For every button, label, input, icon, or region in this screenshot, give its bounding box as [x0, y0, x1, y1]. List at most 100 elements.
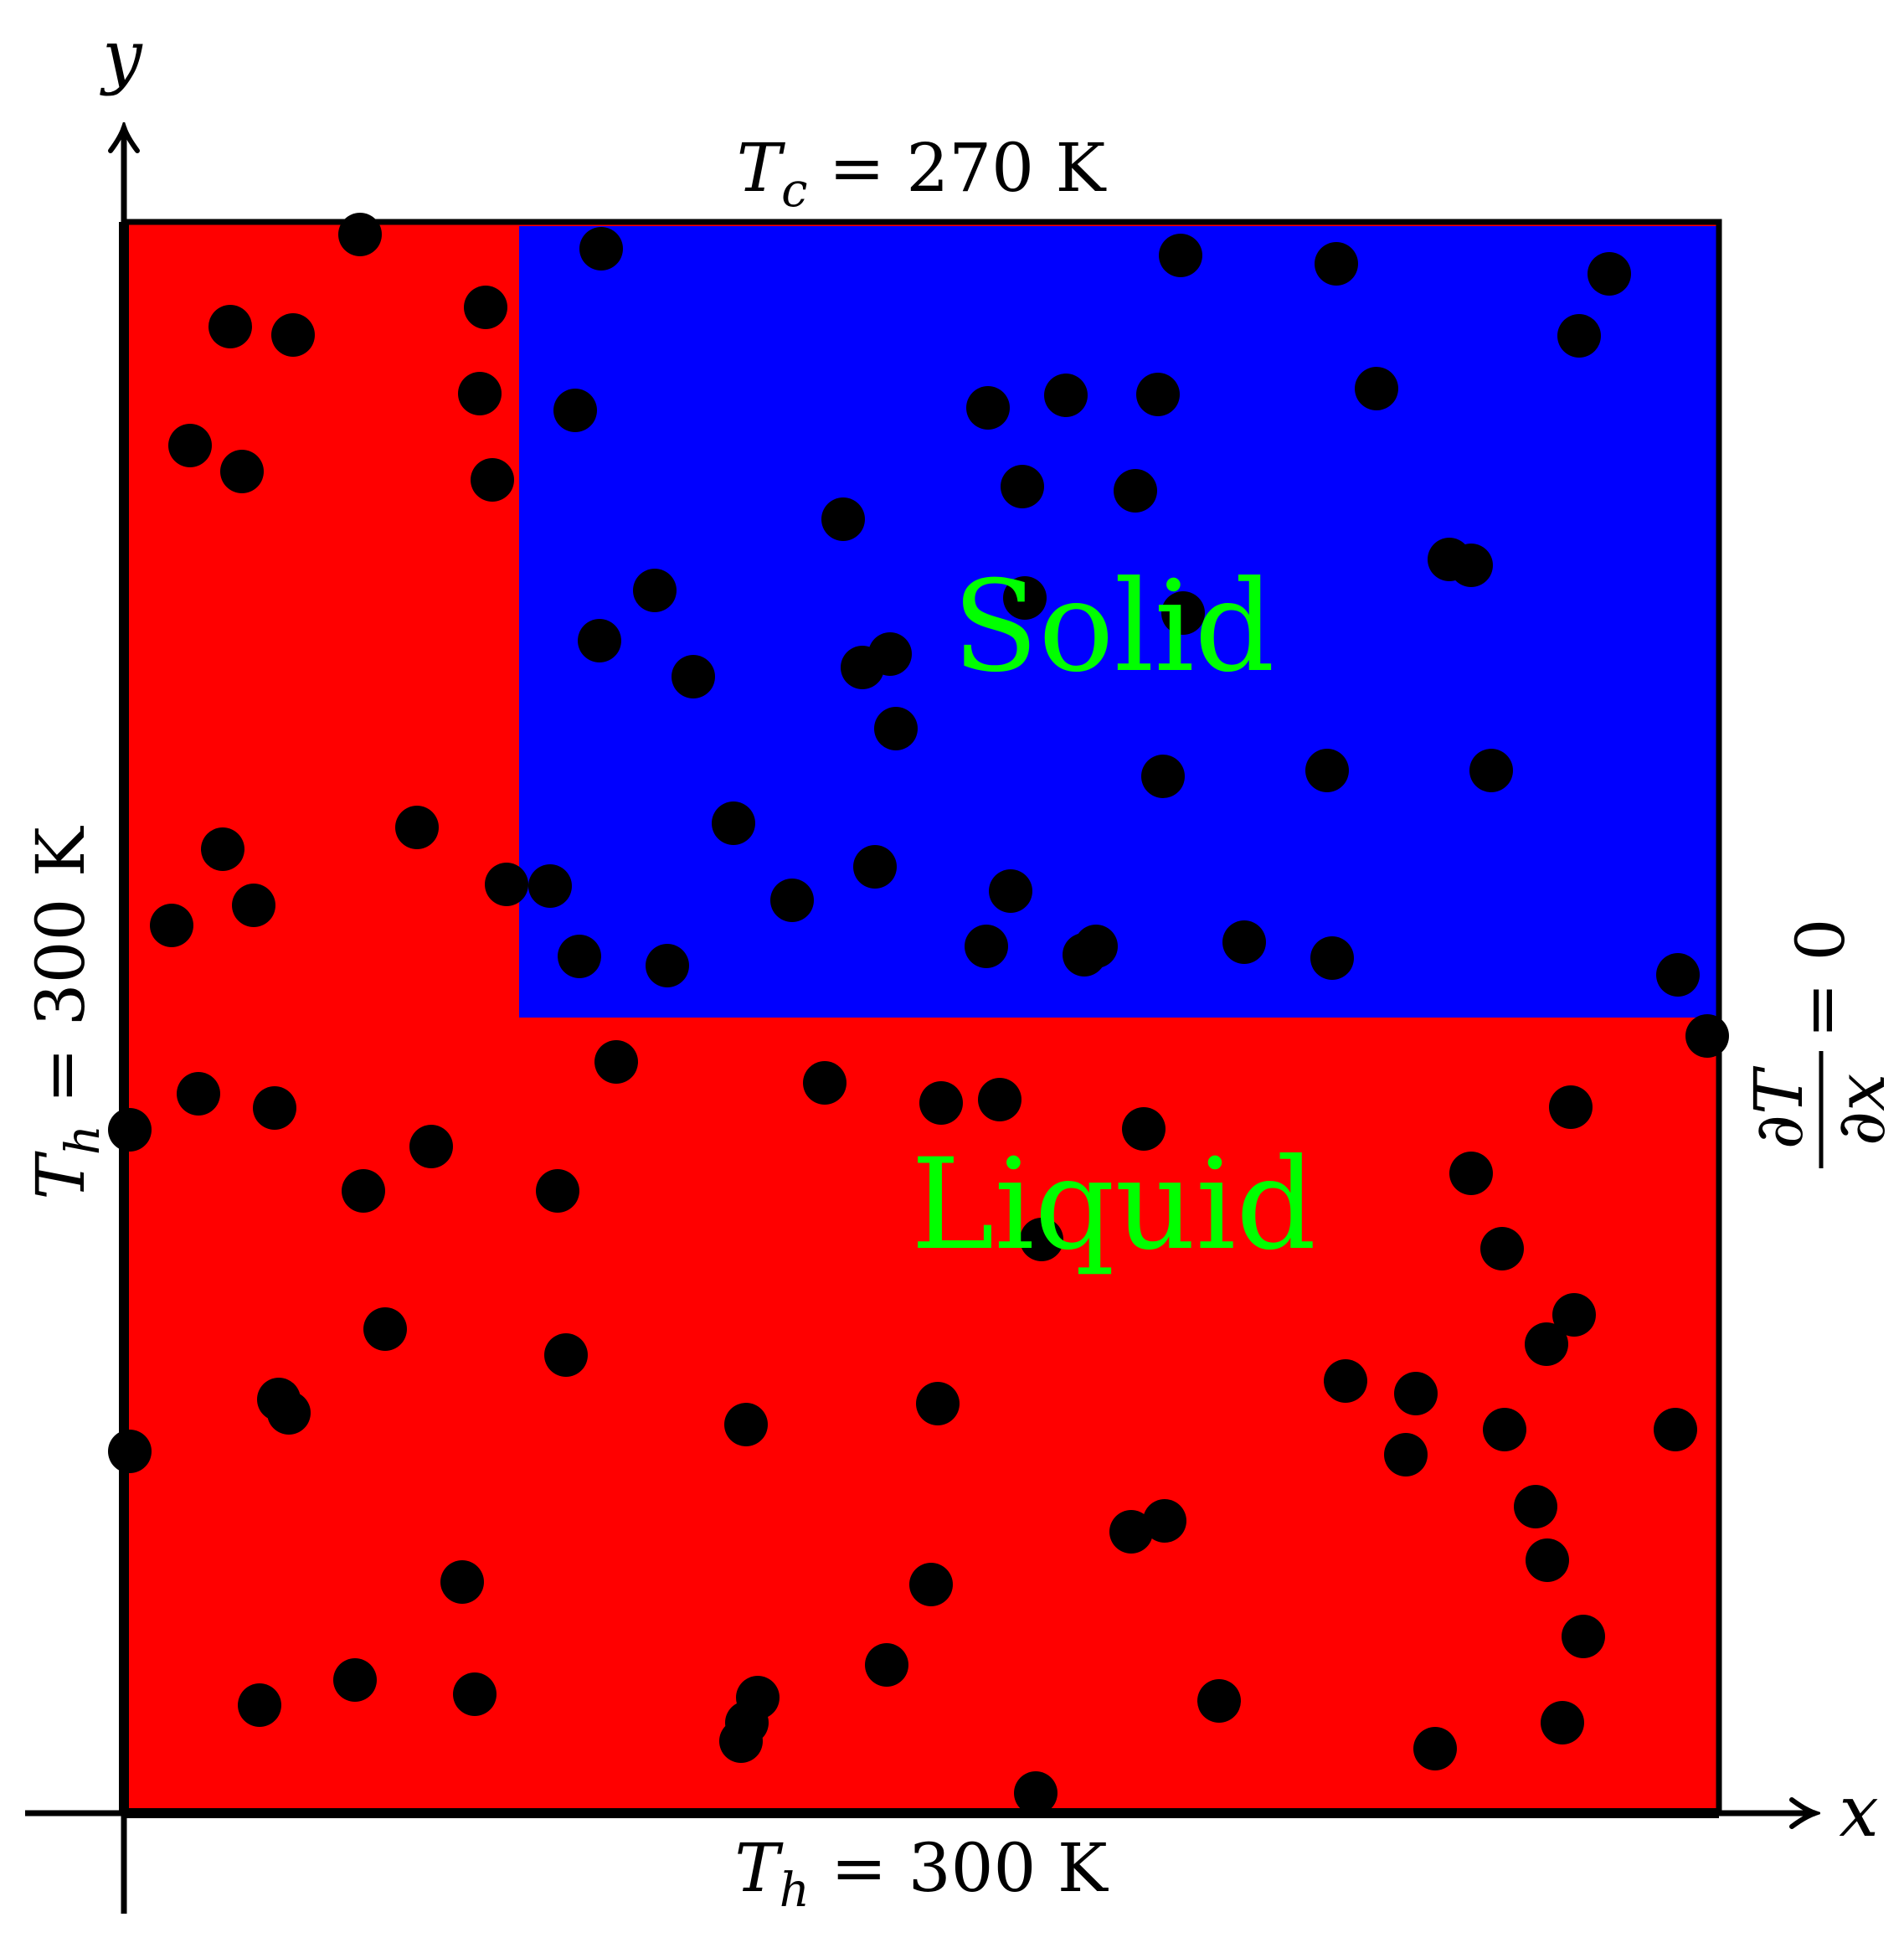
particle-56	[177, 1072, 220, 1116]
particle-6	[208, 305, 252, 348]
particle-86	[440, 1560, 484, 1604]
left-boundary-value: = 300 K	[22, 826, 100, 1125]
particle-64	[342, 1169, 385, 1213]
particle-52	[1656, 953, 1700, 997]
particle-1	[338, 213, 382, 256]
particle-74	[267, 1391, 311, 1435]
particle-89	[1562, 1615, 1605, 1658]
particle-49	[1074, 925, 1118, 968]
particle-27	[1003, 576, 1047, 620]
particle-99	[1413, 1727, 1457, 1770]
particle-32	[1141, 755, 1185, 798]
particle-68	[1020, 1218, 1063, 1261]
particle-19	[1001, 465, 1044, 508]
particle-43	[770, 879, 814, 922]
particle-70	[1525, 1322, 1568, 1366]
particle-37	[201, 827, 244, 871]
left-boundary-subscript: h	[56, 1125, 111, 1155]
particle-54	[594, 1040, 638, 1084]
particle-7	[271, 313, 315, 357]
particle-78	[1384, 1433, 1428, 1476]
particle-62	[108, 1108, 152, 1152]
particle-61	[1549, 1085, 1593, 1129]
particle-42	[853, 845, 897, 889]
particle-57	[253, 1086, 296, 1130]
particle-11	[553, 389, 597, 432]
solid-region-label: Solid	[952, 554, 1274, 700]
particle-44	[989, 869, 1032, 913]
particle-13	[1044, 374, 1088, 417]
x-axis-label: x	[1839, 1770, 1878, 1853]
particle-14	[1136, 373, 1180, 416]
particle-33	[1305, 749, 1349, 792]
particle-26	[672, 655, 715, 698]
particle-50	[1222, 920, 1266, 964]
top-boundary-value: = 270 K	[807, 129, 1106, 207]
particle-35	[712, 801, 755, 845]
particle-95	[719, 1719, 763, 1763]
particle-84	[1143, 1499, 1186, 1543]
particle-76	[1394, 1372, 1438, 1415]
particle-18	[471, 458, 514, 502]
particle-97	[1197, 1679, 1241, 1723]
bottom-boundary-symbol: T	[734, 1829, 784, 1907]
particle-60	[1122, 1107, 1166, 1151]
particle-47	[965, 925, 1008, 968]
particle-3	[1159, 234, 1202, 277]
particle-67	[1480, 1227, 1524, 1270]
left-boundary-symbol: T	[22, 1151, 100, 1200]
particle-46	[646, 944, 689, 987]
particle-53	[1685, 1014, 1729, 1058]
particle-8	[464, 286, 507, 329]
right-boundary-denominator: ∂x	[1822, 1074, 1900, 1146]
y-axis-label: y	[99, 15, 143, 97]
particle-30	[841, 646, 884, 689]
particle-23	[1449, 544, 1493, 587]
particle-2	[579, 227, 623, 271]
particle-79	[724, 1403, 768, 1446]
particle-10	[458, 372, 502, 415]
particle-88	[1526, 1538, 1569, 1582]
particle-12	[966, 386, 1010, 430]
top-boundary-subscript: c	[781, 163, 807, 218]
particle-69	[1552, 1293, 1596, 1337]
particle-24	[633, 569, 677, 612]
particle-85	[1109, 1510, 1153, 1554]
right-boundary-numerator: ∂T	[1740, 1065, 1818, 1149]
right-boundary-label: ∂T ∂x = 0	[1740, 919, 1900, 1168]
particle-17	[220, 450, 264, 493]
particle-96	[238, 1683, 281, 1727]
particle-51	[1310, 936, 1354, 980]
particle-63	[409, 1125, 453, 1168]
particle-71	[363, 1307, 407, 1351]
particle-34	[1469, 749, 1513, 792]
particle-25	[578, 619, 621, 662]
particle-58	[919, 1081, 963, 1125]
particle-36	[395, 806, 439, 849]
particle-9	[1557, 314, 1601, 358]
particle-15	[1355, 367, 1398, 410]
bottom-boundary-subscript: h	[780, 1863, 810, 1918]
particle-91	[333, 1658, 377, 1702]
particle-5	[1588, 252, 1631, 296]
left-boundary-label: Th = 300 K	[22, 826, 111, 1199]
particle-65	[536, 1169, 579, 1213]
particle-28	[1161, 591, 1205, 635]
particle-31	[874, 707, 918, 750]
particle-45	[558, 935, 601, 978]
particle-98	[1541, 1701, 1584, 1744]
liquid-region-label: Liquid	[911, 1132, 1316, 1278]
particle-83	[1514, 1485, 1557, 1528]
particle-20	[1114, 469, 1157, 513]
particle-group	[108, 213, 1729, 1815]
particle-75	[1324, 1359, 1367, 1403]
particle-16	[168, 424, 212, 467]
top-boundary-symbol: T	[737, 129, 786, 207]
particle-82	[108, 1430, 152, 1473]
particle-90	[865, 1643, 908, 1687]
particle-40	[485, 863, 528, 906]
particle-100	[1014, 1771, 1057, 1815]
particle-77	[1483, 1408, 1526, 1451]
particle-21	[821, 497, 865, 541]
